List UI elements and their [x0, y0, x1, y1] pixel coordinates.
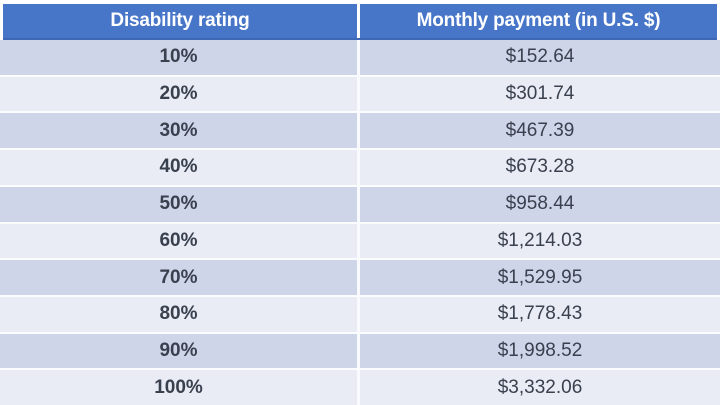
header-cell-monthly-payment: Monthly payment (in U.S. $) [416, 10, 661, 31]
table-row: 50% $958.44 [0, 184, 720, 222]
rating-cell: 80% [0, 296, 360, 332]
payment-cell: $958.44 [505, 193, 575, 215]
table-row: 30% $467.39 [0, 111, 720, 149]
rating-cell: 10% [0, 40, 360, 75]
payment-cell: $152.64 [505, 46, 575, 68]
rating-cell: 70% [0, 260, 360, 295]
payment-cell: $1,998.52 [497, 339, 583, 361]
table-row: 100% $3,332.06 [0, 368, 720, 405]
table-body: 10% $152.64 20% $301.74 30% $467.39 40% … [0, 40, 720, 405]
rating-cell: 60% [0, 223, 360, 259]
payment-cell: $1,778.43 [497, 303, 583, 325]
header-cell-disability-rating: Disability rating [3, 4, 360, 38]
payment-cell: $673.28 [505, 156, 575, 178]
rating-cell: 30% [0, 113, 360, 149]
rating-cell: 50% [0, 186, 360, 222]
table-header-inner: Disability rating Monthly payment (in U.… [3, 4, 717, 40]
table-row: 70% $1,529.95 [0, 258, 720, 295]
table-header-row: Disability rating Monthly payment (in U.… [0, 4, 720, 40]
payment-cell: $3,332.06 [497, 376, 583, 398]
payment-cell: $1,214.03 [497, 229, 583, 251]
payment-cell: $467.39 [505, 119, 575, 141]
table-row: 10% $152.64 [0, 40, 720, 75]
table-row: 80% $1,778.43 [0, 294, 720, 332]
payment-cell: $301.74 [505, 83, 575, 105]
rating-cell: 100% [0, 370, 360, 405]
payment-cell: $1,529.95 [497, 266, 583, 288]
rating-cell: 20% [0, 76, 360, 112]
rating-cell: 90% [0, 333, 360, 369]
table-row: 60% $1,214.03 [0, 221, 720, 259]
table-row: 90% $1,998.52 [0, 331, 720, 369]
table-row: 20% $301.74 [0, 74, 720, 112]
rating-cell: 40% [0, 150, 360, 185]
table-row: 40% $673.28 [0, 148, 720, 185]
